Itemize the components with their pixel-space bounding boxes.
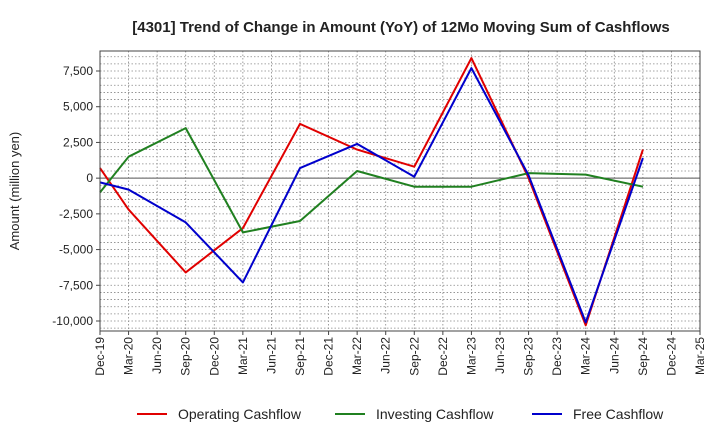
x-tick-label: Mar-24	[579, 337, 593, 375]
y-tick-label: -5,000	[59, 243, 93, 257]
x-tick-label: Jun-22	[379, 337, 393, 374]
y-tick-label: 0	[86, 171, 93, 185]
x-tick-label: Mar-25	[693, 337, 707, 375]
y-tick-label: -2,500	[59, 207, 93, 221]
y-axis-label: Amount (million yen)	[7, 132, 22, 251]
x-tick-label: Sep-24	[636, 337, 650, 376]
legend-label-operating-cashflow: Operating Cashflow	[178, 406, 302, 422]
x-tick-label: Jun-21	[264, 337, 278, 374]
series-line-free-cashflow	[99, 67, 644, 324]
x-tick-label: Dec-19	[93, 337, 107, 376]
x-tick-label: Dec-20	[207, 337, 221, 376]
x-tick-label: Jun-24	[607, 337, 621, 374]
plot-frame	[99, 50, 701, 332]
y-axis-ticks: 7,500 5,000 2,500 0 -2,500 -5,000 -7,500 -10,00…	[52, 64, 100, 328]
series-line-investing-cashflow	[99, 127, 644, 234]
grid	[99, 51, 701, 331]
y-tick-label: -10,000	[52, 314, 93, 328]
x-tick-label: Dec-22	[436, 337, 450, 376]
x-tick-label: Mar-23	[464, 337, 478, 375]
y-tick-label: -7,500	[59, 278, 93, 292]
chart-title: [4301] Trend of Change in Amount (YoY) o…	[132, 19, 670, 36]
x-tick-label: Jun-20	[150, 337, 164, 374]
series-lines	[99, 57, 644, 327]
legend: Operating Cashflow Investing Cashflow Free…	[137, 406, 664, 422]
x-axis-ticks: Dec-19 Mar-20 Jun-20 Sep-20 Dec-20 Mar-21 Jun-…	[93, 331, 707, 376]
legend-label-investing-cashflow: Investing Cashflow	[376, 406, 494, 422]
x-tick-label: Sep-23	[522, 337, 536, 376]
x-tick-label: Sep-20	[179, 337, 193, 376]
x-tick-label: Jun-23	[493, 337, 507, 374]
x-tick-label: Sep-22	[407, 337, 421, 376]
x-tick-label: Dec-21	[322, 337, 336, 376]
x-tick-label: Mar-22	[350, 337, 364, 375]
y-tick-label: 5,000	[63, 100, 93, 114]
y-tick-label: 2,500	[63, 135, 93, 149]
legend-label-free-cashflow: Free Cashflow	[573, 406, 664, 422]
series-line-operating-cashflow	[99, 57, 644, 327]
y-tick-label: 7,500	[63, 64, 93, 78]
x-tick-label: Sep-21	[293, 337, 307, 376]
x-tick-label: Dec-23	[550, 337, 564, 376]
x-tick-label: Dec-24	[664, 337, 678, 376]
x-tick-label: Mar-21	[236, 337, 250, 375]
x-tick-label: Mar-20	[122, 337, 136, 375]
